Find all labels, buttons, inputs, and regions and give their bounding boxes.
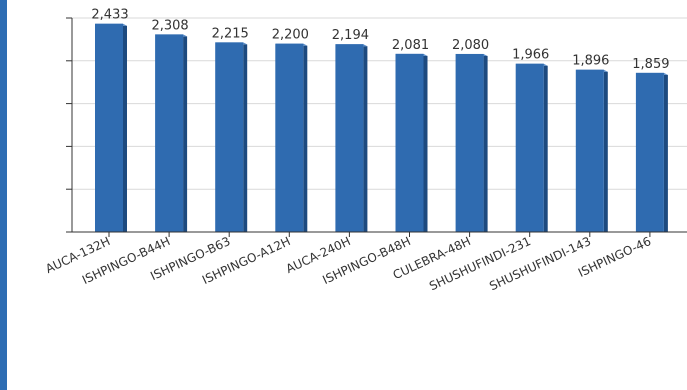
bar xyxy=(395,53,424,233)
data-label: 2,433 xyxy=(91,8,128,23)
bars xyxy=(95,23,668,233)
bar-side xyxy=(543,65,548,232)
bar xyxy=(455,53,484,233)
bar-side xyxy=(303,45,308,233)
bar xyxy=(155,34,184,233)
bar xyxy=(515,63,544,232)
bar xyxy=(335,44,364,232)
bar xyxy=(575,69,604,233)
category-labels: AUCA-132HISHPINGO-B44HISHPINGO-B63ISHPIN… xyxy=(43,234,653,293)
data-label: 2,215 xyxy=(212,26,249,41)
bar xyxy=(635,72,664,232)
bar-side xyxy=(363,46,368,232)
data-label: 1,859 xyxy=(632,57,669,72)
category-label: SHUSHUFINDI-143 xyxy=(487,234,593,293)
bar-side xyxy=(183,36,188,233)
bar xyxy=(215,42,244,233)
bar-side xyxy=(603,71,608,233)
bar-side xyxy=(123,25,127,233)
data-label: 1,896 xyxy=(572,54,609,69)
data-label: 2,194 xyxy=(332,28,369,43)
data-label: 2,308 xyxy=(151,18,188,33)
category-label: SHUSHUFINDI-231 xyxy=(427,234,533,293)
bar xyxy=(95,23,123,233)
bar xyxy=(275,43,304,233)
data-label: 2,080 xyxy=(452,38,489,53)
data-label: 2,081 xyxy=(392,38,429,53)
axes xyxy=(66,17,687,237)
data-label: 2,200 xyxy=(272,28,309,43)
bar-side xyxy=(243,44,248,233)
bar-side xyxy=(483,55,488,233)
bar-side xyxy=(663,74,668,232)
bar-side xyxy=(423,55,428,233)
data-label: 1,966 xyxy=(512,48,549,63)
data-labels: 2,433 2,308 2,215 2,200 2,194 2,081 2,080 1,966… xyxy=(91,8,669,72)
